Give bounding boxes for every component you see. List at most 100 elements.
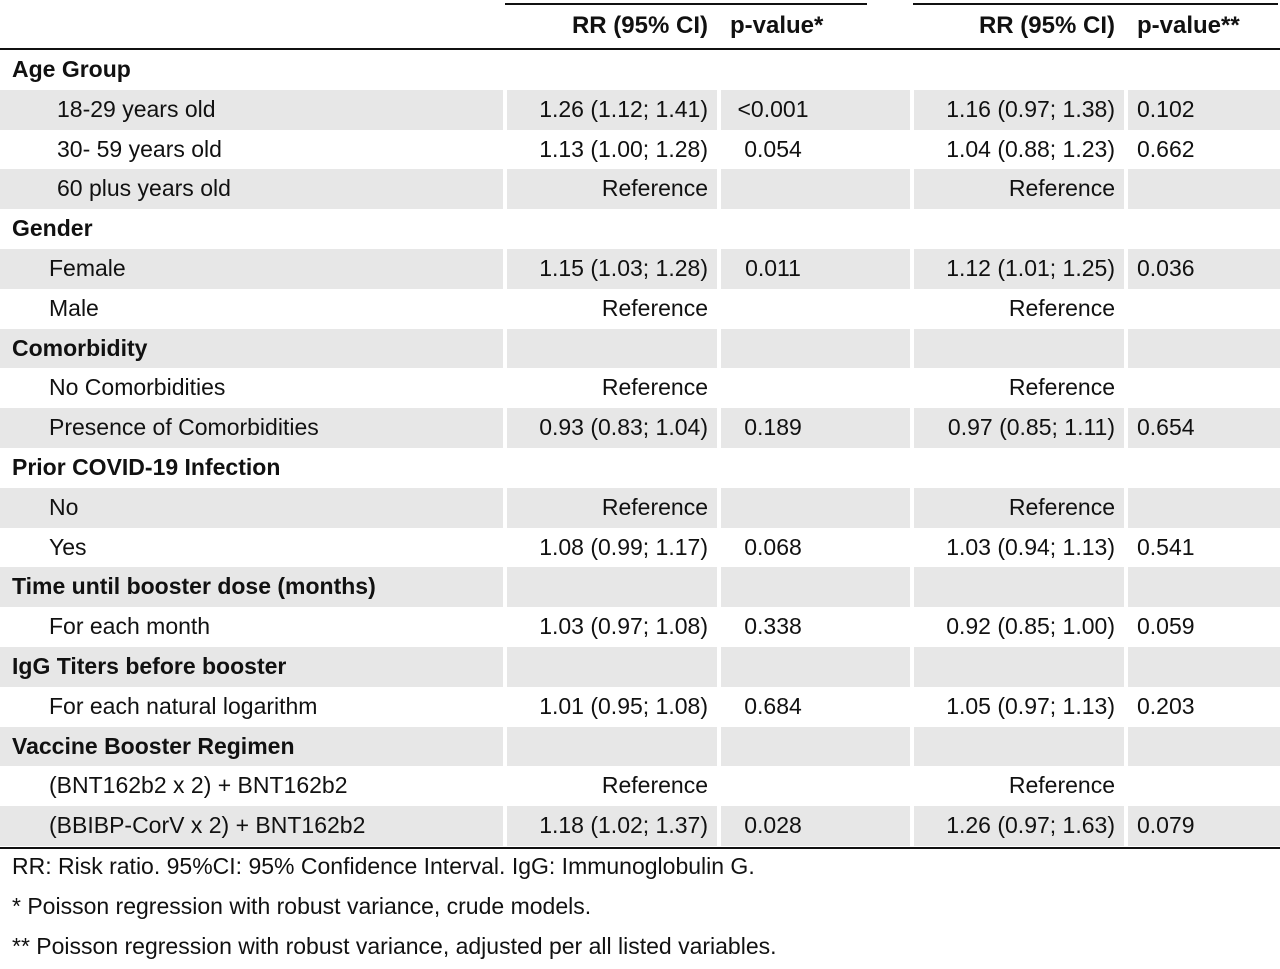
rr-adjusted-cell: 1.12 (1.01; 1.25) <box>946 254 1115 281</box>
table-row: 30- 59 years old 1.13 (1.00; 1.28) 0.054 1.… <box>0 130 1280 170</box>
p-crude-cell: 0.054 <box>744 135 802 162</box>
p-crude-cell <box>730 209 816 249</box>
column-gap <box>717 89 721 130</box>
p-crude-cell <box>730 50 816 90</box>
column-gap <box>1124 328 1128 369</box>
column-gap <box>503 89 507 130</box>
row-label: 30- 59 years old <box>57 135 222 162</box>
column-gap <box>910 328 914 369</box>
column-gap <box>717 646 721 687</box>
p-crude-cell <box>730 488 816 528</box>
adjusted-group-rule <box>913 3 1278 5</box>
p-crude-cell: 0.068 <box>744 533 802 560</box>
rr-adjusted-cell: 1.04 (0.88; 1.23) <box>946 135 1115 162</box>
p-crude-cell <box>730 727 816 767</box>
footnote-crude: * Poisson regression with robust varianc… <box>12 893 592 919</box>
row-label: Male <box>49 294 99 321</box>
column-gap <box>1124 169 1128 210</box>
table-row: (BNT162b2 x 2) + BNT162b2 Reference Refere… <box>0 766 1280 806</box>
table-header: RR (95% CI) p-value* RR (95% CI) p-value… <box>0 0 1280 48</box>
row-label: (BNT162b2 x 2) + BNT162b2 <box>49 772 348 799</box>
row-label: Presence of Comorbidities <box>49 414 319 441</box>
section-label: Prior COVID-19 Infection <box>12 453 281 480</box>
column-gap <box>717 726 721 767</box>
row-label: No Comorbidities <box>49 374 226 401</box>
section-label: Age Group <box>12 56 131 82</box>
p-crude-cell: 0.011 <box>745 254 801 281</box>
column-gap <box>717 408 721 448</box>
column-gap <box>1124 248 1128 289</box>
p-crude-cell: 0.684 <box>744 692 802 719</box>
table-row: For each month 1.03 (0.97; 1.08) 0.338 0.92… <box>0 607 1280 647</box>
section-row: Age Group <box>0 50 1280 90</box>
column-gap <box>717 328 721 369</box>
column-gap <box>717 487 721 528</box>
column-gap <box>717 806 721 846</box>
header-p-crude: p-value* <box>730 12 824 39</box>
column-gap <box>1124 646 1128 687</box>
table-row: 18-29 years old 1.26 (1.12; 1.41) <0.001 1.… <box>0 89 1280 130</box>
p-crude-cell <box>730 368 816 408</box>
rr-crude-cell: 0.93 (0.83; 1.04) <box>539 414 708 441</box>
column-gap <box>1124 408 1128 448</box>
p-adjusted-cell: 0.102 <box>1137 95 1195 122</box>
column-gap <box>503 408 507 448</box>
rr-adjusted-cell: Reference <box>1008 374 1115 401</box>
section-label: Gender <box>12 215 93 242</box>
footnote-adjusted: ** Poisson regression with robust varian… <box>12 933 777 959</box>
table-footnotes: RR: Risk ratio. 95%CI: 95% Confidence In… <box>12 849 1272 969</box>
column-gap <box>717 567 721 608</box>
table-row: No Comorbidities Reference Reference <box>0 368 1280 408</box>
rr-adjusted-cell: Reference <box>1008 175 1115 202</box>
p-crude-cell <box>730 567 816 607</box>
rr-adjusted-cell: 1.26 (0.97; 1.63) <box>946 812 1115 839</box>
section-row: Prior COVID-19 Infection <box>0 448 1280 488</box>
table-row: Presence of Comorbidities 0.93 (0.83; 1.0… <box>0 408 1280 448</box>
rr-adjusted-cell: 1.16 (0.97; 1.38) <box>946 95 1115 122</box>
column-gap <box>910 169 914 210</box>
header-p-adjusted: p-value** <box>1137 12 1240 39</box>
row-label: For each natural logarithm <box>49 692 318 719</box>
rr-crude-cell: Reference <box>601 772 708 799</box>
rr-crude-cell: 1.26 (1.12; 1.41) <box>539 95 708 122</box>
section-row: IgG Titers before booster <box>0 646 1280 687</box>
table-row: Yes 1.08 (0.99; 1.17) 0.068 1.03 (0.94; 1.1… <box>0 528 1280 568</box>
header-rr-crude: RR (95% CI) <box>571 12 708 39</box>
rr-crude-cell: Reference <box>601 374 708 401</box>
column-gap <box>717 248 721 289</box>
table-row: 60 plus years old Reference Reference <box>0 169 1280 210</box>
p-adjusted-cell: 0.654 <box>1137 414 1195 441</box>
p-crude-cell: <0.001 <box>737 95 809 122</box>
section-label: IgG Titers before booster <box>12 652 287 679</box>
column-gap <box>503 169 507 210</box>
section-label: Comorbidity <box>12 334 148 361</box>
row-label: Yes <box>49 533 87 560</box>
p-adjusted-cell: 0.662 <box>1137 135 1195 162</box>
section-label: Vaccine Booster Regimen <box>12 732 295 759</box>
row-label: No <box>49 493 79 520</box>
column-gap <box>910 408 914 448</box>
column-gap <box>910 487 914 528</box>
column-gap <box>910 646 914 687</box>
table-row: No Reference Reference <box>0 487 1280 528</box>
rr-crude-cell: 1.18 (1.02; 1.37) <box>539 812 708 839</box>
rr-adjusted-cell: 1.05 (0.97; 1.13) <box>946 692 1115 719</box>
rr-crude-cell: Reference <box>601 175 708 202</box>
column-gap <box>910 89 914 130</box>
row-label: 60 plus years old <box>57 175 231 202</box>
table-body: Age Group 18-29 years old 1.26 (1.12; 1.41… <box>0 50 1280 846</box>
rr-adjusted-cell: Reference <box>1008 294 1115 321</box>
p-adjusted-cell: 0.079 <box>1137 812 1195 839</box>
p-crude-cell: 0.028 <box>744 812 802 839</box>
rr-crude-cell: 1.13 (1.00; 1.28) <box>539 135 708 162</box>
rr-adjusted-cell: 0.92 (0.85; 1.00) <box>946 613 1115 640</box>
rr-adjusted-cell: 1.03 (0.94; 1.13) <box>946 533 1115 560</box>
column-gap <box>503 806 507 846</box>
table-row: Female 1.15 (1.03; 1.28) 0.011 1.12 (1.01; … <box>0 248 1280 289</box>
rr-crude-cell: 1.08 (0.99; 1.17) <box>539 533 708 560</box>
section-row: Vaccine Booster Regimen <box>0 726 1280 767</box>
row-label: For each month <box>49 613 211 640</box>
p-crude-cell <box>730 766 816 806</box>
column-gap <box>1124 487 1128 528</box>
table-top-rule <box>0 48 1280 50</box>
